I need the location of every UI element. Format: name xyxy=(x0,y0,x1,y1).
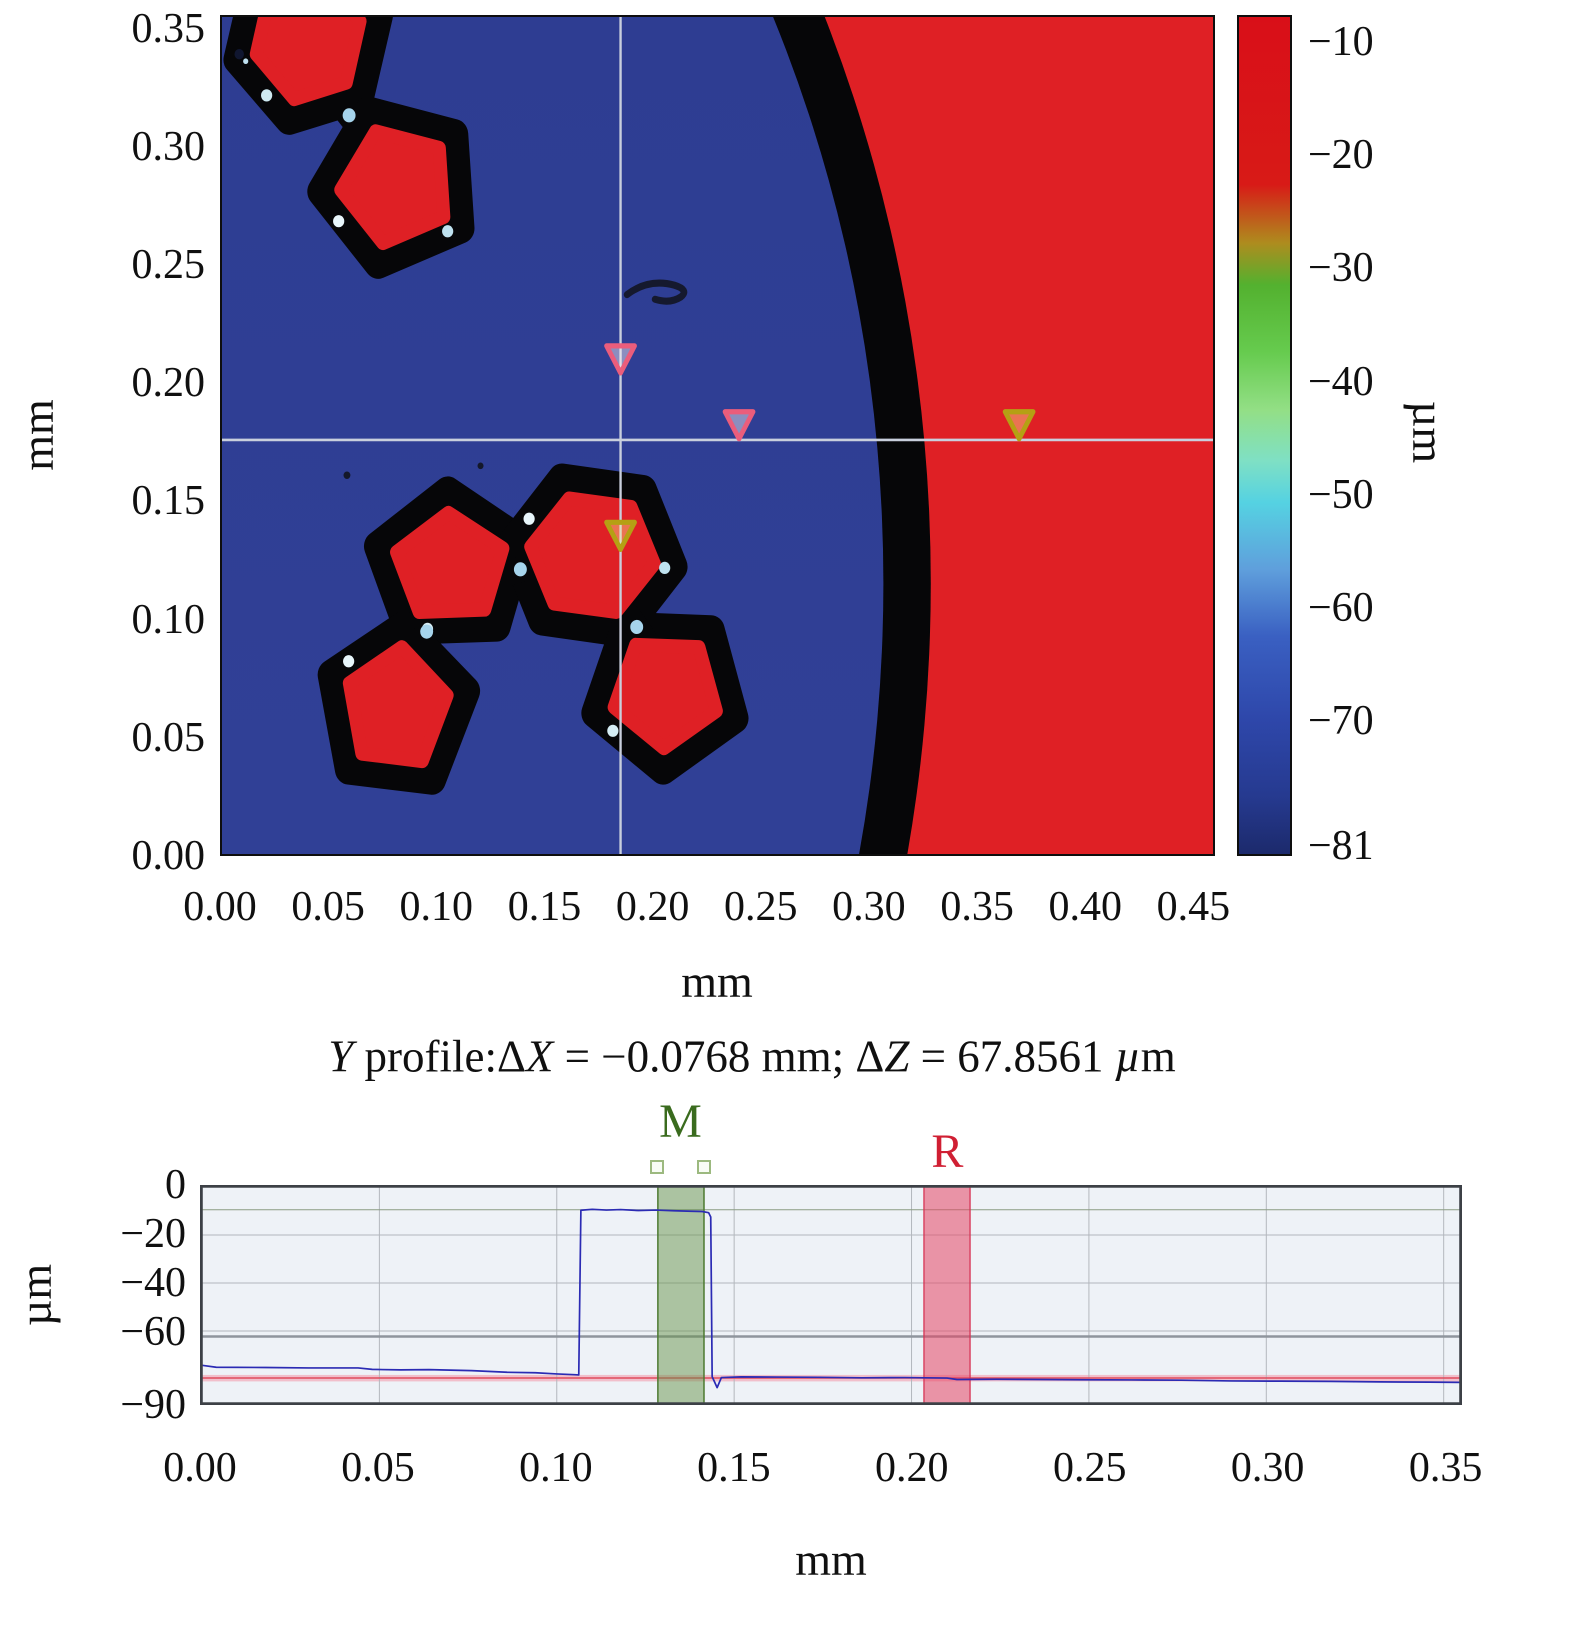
speck xyxy=(477,462,484,470)
profile-y-tick-label: −90 xyxy=(120,1382,186,1428)
island xyxy=(390,505,510,619)
m-band[interactable] xyxy=(657,1187,704,1403)
r-band-label: R xyxy=(931,1125,964,1178)
island-fleck xyxy=(343,655,355,668)
map-y-tick-label: 0.10 xyxy=(131,596,206,643)
profile-y-tick-label: −20 xyxy=(120,1210,186,1257)
height-map-canvas xyxy=(222,17,1213,854)
island xyxy=(342,640,454,769)
profile-x-tick-label: 0.25 xyxy=(1052,1445,1127,1491)
subtitle-part: = 67.8561 xyxy=(909,1031,1115,1082)
speck xyxy=(243,58,249,65)
position-marker[interactable] xyxy=(604,343,637,376)
colorbar-unit-label: µm xyxy=(1403,400,1454,464)
map-x-tick-label: 0.45 xyxy=(1156,884,1231,930)
profile-y-tick-label: −60 xyxy=(120,1308,186,1355)
subtitle-part: m xyxy=(1140,1031,1176,1082)
island xyxy=(249,17,367,107)
colorbar-tick-label: −40 xyxy=(1308,358,1374,405)
smudge xyxy=(623,279,688,305)
map-x-tick-label: 0.30 xyxy=(832,884,906,930)
profile-chart xyxy=(200,1185,1462,1405)
profile-y-axis-label: µm xyxy=(10,1263,61,1327)
map-x-tick-label: 0.25 xyxy=(724,884,798,930)
colorbar-tick-label: −10 xyxy=(1308,18,1374,65)
colorbar-tick-label: −70 xyxy=(1308,698,1374,745)
island-fleck xyxy=(607,724,619,737)
profile-x-tick-label: 0.30 xyxy=(1230,1445,1305,1491)
island-fleck xyxy=(523,512,535,525)
map-y-tick-label: 0.20 xyxy=(131,360,206,407)
height-map xyxy=(220,15,1215,856)
profile-x-tick-label: 0.35 xyxy=(1408,1445,1483,1491)
position-marker[interactable] xyxy=(1002,409,1036,442)
profile-plot-area xyxy=(202,1187,1460,1403)
island-fleck xyxy=(442,225,454,238)
colorbar-tick-label: −50 xyxy=(1308,471,1374,518)
neck-dot xyxy=(630,619,644,635)
subtitle-part: profile:Δ xyxy=(353,1031,526,1082)
colorbar-tick-label: −60 xyxy=(1308,585,1374,632)
colorbar-tick-label: −20 xyxy=(1308,132,1374,179)
profile-x-tick-label: 0.20 xyxy=(875,1445,949,1491)
profile-x-tick-label: 0.15 xyxy=(697,1445,771,1491)
map-y-tick-label: 0.15 xyxy=(131,478,206,525)
speck xyxy=(343,471,351,480)
colorbar-tick-label: −30 xyxy=(1308,245,1374,292)
position-marker[interactable] xyxy=(722,409,756,442)
island-fleck xyxy=(333,215,345,228)
map-x-tick-label: 0.15 xyxy=(507,884,582,930)
colorbar-tick-label: −81 xyxy=(1308,822,1374,869)
map-y-tick-label: 0.05 xyxy=(131,714,206,761)
map-x-tick-label: 0.20 xyxy=(615,884,690,930)
map-y-tick-label: 0.30 xyxy=(131,123,206,170)
map-y-tick-label: 0.25 xyxy=(131,242,206,289)
neck-dot xyxy=(513,562,527,577)
map-low-region xyxy=(222,17,884,854)
map-x-tick-label: 0.05 xyxy=(291,884,365,930)
r-band[interactable] xyxy=(923,1187,971,1403)
profile-chart-canvas xyxy=(202,1187,1460,1403)
subtitle-part: = −0.0768 mm; Δ xyxy=(553,1031,885,1082)
subtitle-part: µ xyxy=(1114,1031,1141,1082)
profile-y-tick-label: −40 xyxy=(120,1259,186,1306)
map-x-tick-label: 0.00 xyxy=(183,884,257,930)
profile-line xyxy=(202,1209,1460,1387)
map-y-tick-label: 0.35 xyxy=(131,5,206,52)
map-y-tick-label: 0.00 xyxy=(131,833,206,879)
island xyxy=(524,491,661,619)
profile-x-tick-label: 0.00 xyxy=(163,1445,237,1491)
neck-dot xyxy=(420,624,434,639)
profile-x-tick-label: 0.10 xyxy=(519,1445,593,1491)
map-x-tick-label: 0.10 xyxy=(399,884,474,930)
island xyxy=(334,124,451,251)
island-fleck xyxy=(659,561,671,575)
subtitle-part: Z xyxy=(884,1031,910,1082)
map-y-axis-label: mm xyxy=(12,399,63,471)
m-band-label: M xyxy=(659,1095,702,1148)
neck-dot xyxy=(342,108,356,123)
m-band-handle-left[interactable] xyxy=(650,1160,665,1174)
map-x-tick-label: 0.40 xyxy=(1048,884,1122,930)
island xyxy=(607,637,723,756)
profile-x-axis-label: mm xyxy=(795,1534,867,1585)
subtitle-part: X xyxy=(525,1031,554,1082)
profile-subtitle: Y profile:ΔX = −0.0768 mm; ΔZ = 67.8561 … xyxy=(328,1032,1176,1082)
map-x-axis-label: mm xyxy=(681,956,753,1007)
subtitle-part: Y xyxy=(328,1031,354,1082)
m-band-handle-right[interactable] xyxy=(696,1160,711,1174)
position-marker[interactable] xyxy=(604,519,637,552)
profile-x-tick-label: 0.05 xyxy=(341,1445,415,1491)
island-fleck xyxy=(261,89,273,102)
map-x-tick-label: 0.35 xyxy=(940,884,1014,930)
colorbar xyxy=(1237,15,1292,856)
profile-y-tick-label: 0 xyxy=(165,1162,186,1208)
speck xyxy=(234,48,244,60)
